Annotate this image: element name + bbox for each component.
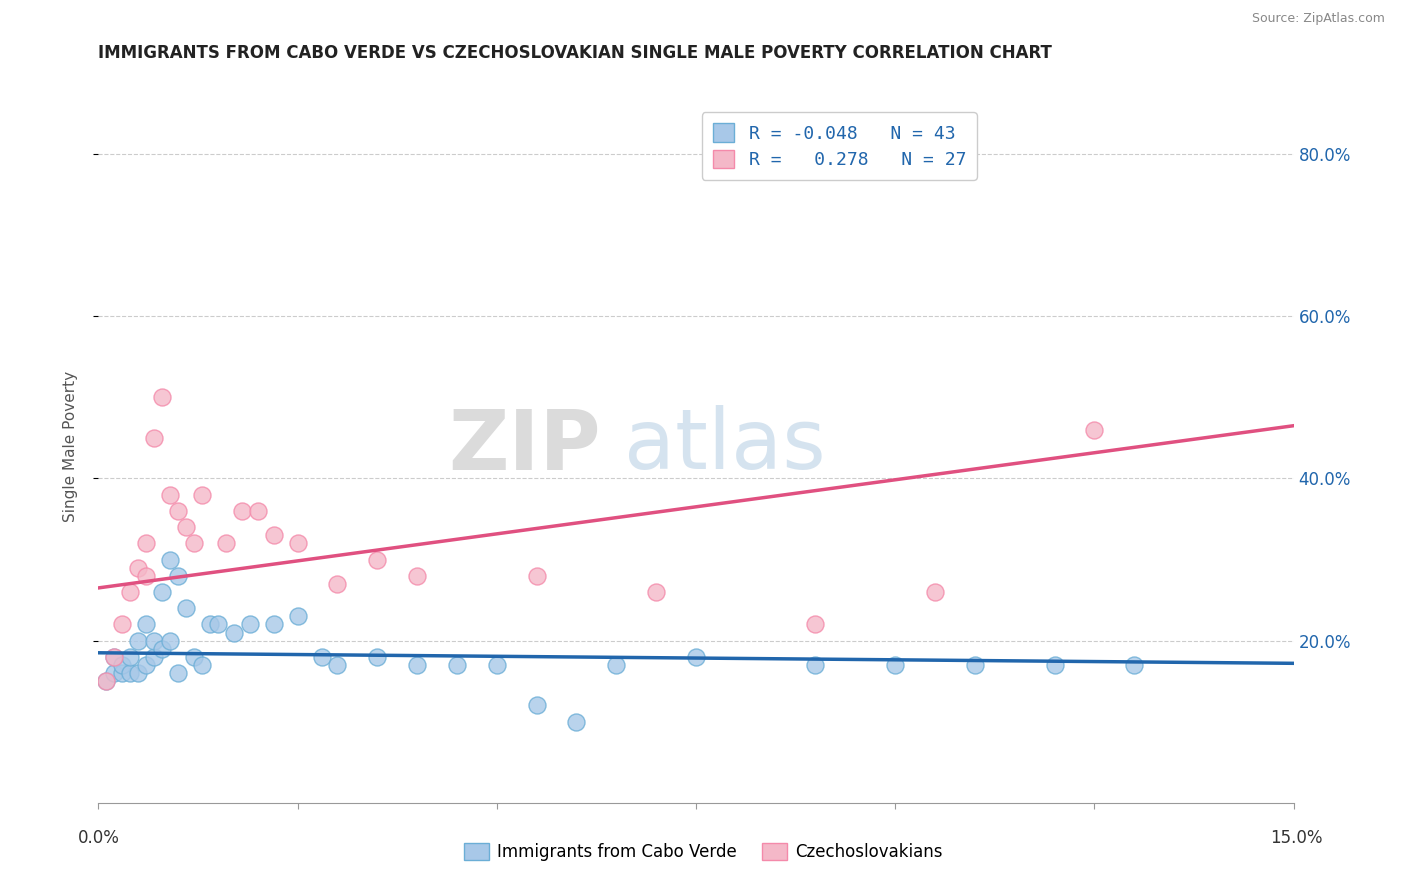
Point <box>685 649 707 664</box>
Point <box>215 536 238 550</box>
Point <box>103 666 125 681</box>
Point <box>222 625 245 640</box>
Point <box>167 666 190 681</box>
Text: atlas: atlas <box>624 406 825 486</box>
Point <box>127 633 149 648</box>
Point <box>287 609 309 624</box>
Point <box>311 649 333 664</box>
Point <box>120 649 142 664</box>
Point <box>565 714 588 729</box>
Point <box>645 585 668 599</box>
Point <box>159 633 181 648</box>
Point <box>135 568 157 582</box>
Point <box>1123 657 1146 672</box>
Point <box>924 585 946 599</box>
Point <box>231 504 253 518</box>
Point <box>150 641 173 656</box>
Text: IMMIGRANTS FROM CABO VERDE VS CZECHOSLOVAKIAN SINGLE MALE POVERTY CORRELATION CH: IMMIGRANTS FROM CABO VERDE VS CZECHOSLOV… <box>98 44 1052 62</box>
Point <box>263 528 285 542</box>
Point <box>485 657 508 672</box>
Point <box>167 504 190 518</box>
Point <box>143 633 166 648</box>
Point <box>198 617 221 632</box>
Point <box>111 666 134 681</box>
Point <box>135 617 157 632</box>
Point <box>366 552 388 566</box>
Text: 15.0%: 15.0% <box>1270 829 1323 847</box>
Point <box>103 649 125 664</box>
Point <box>159 488 181 502</box>
Text: ZIP: ZIP <box>449 406 600 486</box>
Point <box>150 585 173 599</box>
Point <box>159 552 181 566</box>
Text: 0.0%: 0.0% <box>77 829 120 847</box>
Point <box>526 568 548 582</box>
Point <box>406 657 429 672</box>
Point <box>120 585 142 599</box>
Point <box>884 657 907 672</box>
Point <box>366 649 388 664</box>
Point <box>111 617 134 632</box>
Legend: Immigrants from Cabo Verde, Czechoslovakians: Immigrants from Cabo Verde, Czechoslovak… <box>457 836 949 868</box>
Point <box>174 520 197 534</box>
Point <box>804 657 827 672</box>
Point <box>143 431 166 445</box>
Point <box>963 657 986 672</box>
Point <box>150 390 173 404</box>
Point <box>246 504 269 518</box>
Point <box>183 536 205 550</box>
Point <box>239 617 262 632</box>
Point <box>191 488 214 502</box>
Y-axis label: Single Male Poverty: Single Male Poverty <box>63 370 77 522</box>
Point <box>183 649 205 664</box>
Point <box>127 666 149 681</box>
Point <box>143 649 166 664</box>
Point <box>167 568 190 582</box>
Point <box>103 649 125 664</box>
Point <box>135 536 157 550</box>
Point <box>526 698 548 713</box>
Text: Source: ZipAtlas.com: Source: ZipAtlas.com <box>1251 12 1385 25</box>
Point <box>191 657 214 672</box>
Point <box>326 657 349 672</box>
Point <box>135 657 157 672</box>
Point <box>1083 423 1105 437</box>
Point <box>406 568 429 582</box>
Point <box>287 536 309 550</box>
Legend: R = -0.048   N = 43, R =   0.278   N = 27: R = -0.048 N = 43, R = 0.278 N = 27 <box>702 112 977 180</box>
Point <box>96 674 118 689</box>
Point <box>1043 657 1066 672</box>
Point <box>127 560 149 574</box>
Point <box>174 601 197 615</box>
Point <box>96 674 118 689</box>
Point <box>446 657 468 672</box>
Point <box>326 577 349 591</box>
Point <box>804 617 827 632</box>
Point <box>263 617 285 632</box>
Point <box>605 657 627 672</box>
Point <box>120 666 142 681</box>
Point <box>207 617 229 632</box>
Point <box>111 657 134 672</box>
